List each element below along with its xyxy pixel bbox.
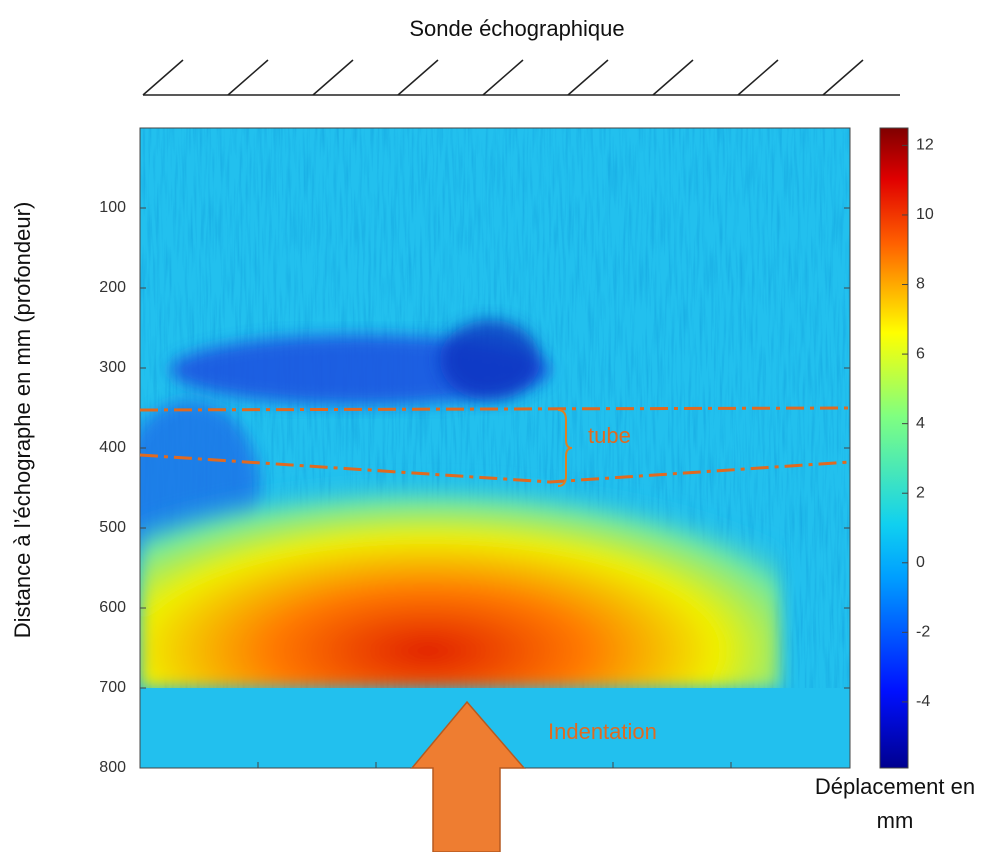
- heatmap: [140, 128, 850, 768]
- colorbar-tick-label: -4: [916, 693, 930, 710]
- annotation: tube: [588, 423, 631, 448]
- colorbar-tick-label: 4: [916, 415, 925, 432]
- y-tick-label: 100: [99, 199, 126, 216]
- colorbar-tick-label: -2: [916, 624, 930, 641]
- y-tick-label: 800: [99, 759, 126, 776]
- brace: [557, 409, 573, 487]
- indentation-arrow: [410, 700, 526, 852]
- y-tick-label: 300: [99, 359, 126, 376]
- y-tick-label: 700: [99, 679, 126, 696]
- y-tick-label: 400: [99, 439, 126, 456]
- y-tick-label: 600: [99, 599, 126, 616]
- colorbar-tick-label: 2: [916, 484, 925, 501]
- colorbar-tick-label: 6: [916, 345, 925, 362]
- annotation: Indentation: [548, 719, 657, 744]
- colorbar-label: Déplacement en mm: [814, 774, 976, 833]
- colorbar: [879, 127, 909, 769]
- colorbar-tick-label: 10: [916, 206, 934, 223]
- colorbar-tick-label: 8: [916, 276, 925, 293]
- tube-boundary: [139, 406, 851, 484]
- y-tick-label: 500: [99, 519, 126, 536]
- chart-title: Sonde échographique: [409, 16, 624, 41]
- y-axis-label: Distance à l’échographe en mm (profondeu…: [10, 202, 35, 639]
- colorbar-tick-label: 12: [916, 137, 934, 154]
- colorbar-tick-label: 0: [916, 554, 925, 571]
- y-tick-label: 200: [99, 279, 126, 296]
- probe: [142, 59, 900, 96]
